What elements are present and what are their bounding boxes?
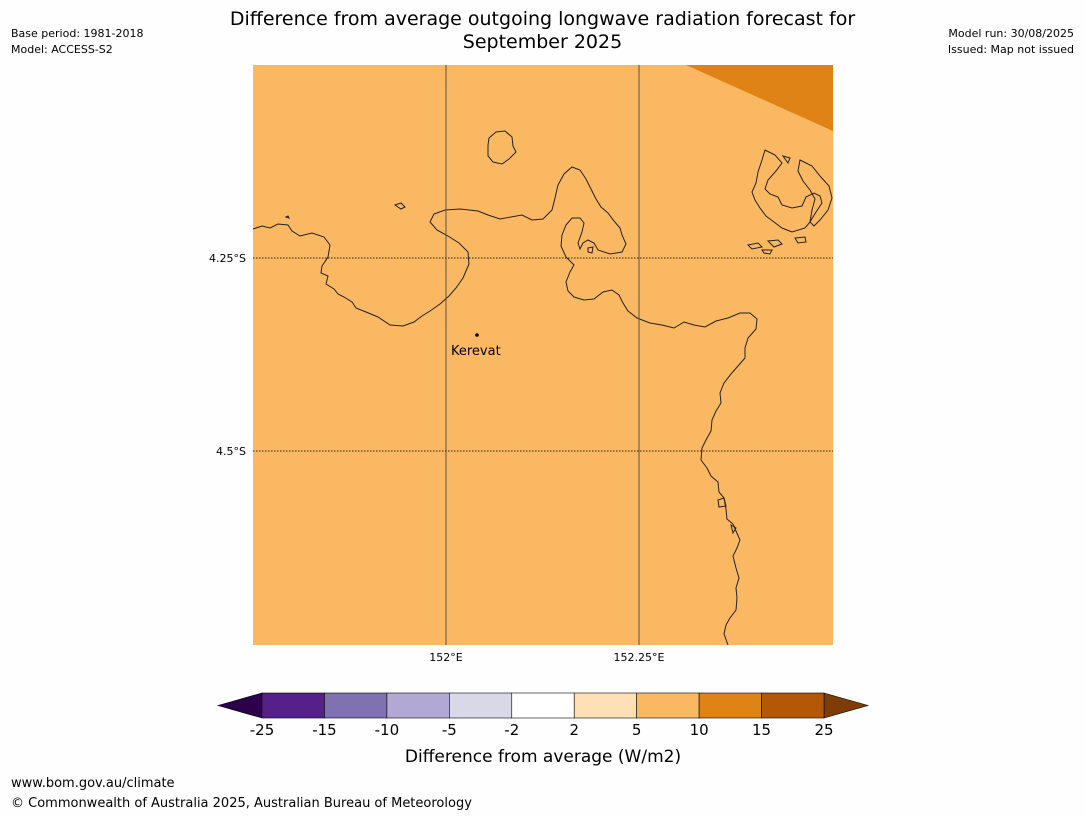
place-marker [475,333,479,337]
colorbar-tick-label: 15 [752,721,771,739]
graticule [253,65,833,645]
meta-left: Base period: 1981-2018 Model: ACCESS-S2 [11,26,143,58]
colorbar-segments [261,692,825,719]
coastline-duke-of-york [751,149,823,233]
colorbar-label: Difference from average (W/m2) [405,747,681,767]
colorbar-tick-label: 10 [690,721,709,739]
meta-right: Model run: 30/08/2025 Issued: Map not is… [948,26,1074,58]
lat-label-4-5: 4.5°S [216,445,246,458]
colorbar-tick-label: -5 [442,721,457,739]
colorbar-tick-label: -15 [312,721,337,739]
colorbar-tick-label: 25 [814,721,833,739]
coastline [252,130,833,646]
coastline-islet-6 [766,239,783,248]
lon-label-152-25: 152.25°E [614,651,665,664]
coastline-island-2 [393,202,406,210]
colorbar-under-triangle [216,692,263,719]
coastline-islet-7 [794,236,807,244]
colorbar-segment [511,692,575,719]
coastline-islet-8 [761,249,773,255]
map: Kerevat 4.25°S 4.5°S 152°E 152.25°E [209,65,833,664]
colorbar-tick-label: 2 [569,721,579,739]
coastline-islet-4 [587,246,594,254]
coastline-islet-11 [730,523,737,535]
place-label: Kerevat [451,344,501,359]
coastline-islet-5 [746,242,764,250]
colorbar-tick-label: -2 [504,721,519,739]
lon-label-152: 152°E [429,651,462,664]
footer-url: www.bom.gov.au/climate [11,776,175,791]
colorbar-tick-labels: -25 -15 -10 -5 -2 2 5 10 15 25 [250,721,834,739]
colorbar-segment [698,692,762,719]
colorbar-tick-label: -25 [250,721,275,739]
model-label: Model: ACCESS-S2 [11,43,113,56]
colorbar-segment [386,692,450,719]
issued-label: Issued: Map not issued [947,43,1074,56]
colorbar-tick-label: 5 [632,721,642,739]
coastline-islet-9 [781,155,791,165]
map-title: Difference from average outgoing longwav… [0,8,1085,54]
colorbar-segment [573,692,637,719]
coastline-islet-10 [717,497,727,508]
model-run-label: Model run: 30/08/2025 [948,27,1074,40]
footer: www.bom.gov.au/climate © Commonwealth of… [11,774,472,814]
colorbar-segment [636,692,700,719]
colorbar-over-triangle [823,692,870,719]
colorbar-segment [449,692,513,719]
colorbar-segment [324,692,388,719]
title-line-2: September 2025 [462,31,623,53]
lat-label-4-25: 4.25°S [209,252,246,265]
title-line-1: Difference from average outgoing longwav… [229,8,856,30]
coastline-island-3 [284,215,290,219]
colorbar-segment [761,692,825,719]
base-period-label: Base period: 1981-2018 [11,27,144,40]
coastline-east-island [797,159,833,227]
map-corner-shade [686,65,833,131]
coastline-island-1 [487,130,517,165]
map-background [253,65,833,645]
colorbar-tick-label: -10 [375,721,400,739]
coastline-main [252,166,758,646]
footer-copyright: © Commonwealth of Australia 2025, Austra… [11,796,472,811]
colorbar-segment [261,692,325,719]
